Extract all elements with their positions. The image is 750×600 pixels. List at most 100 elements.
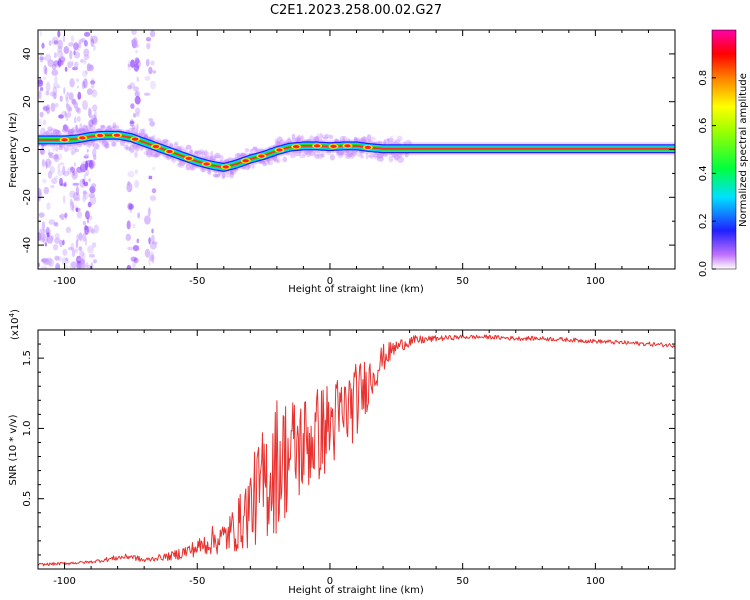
noise-blob (75, 185, 80, 196)
ridge-peak-core (96, 133, 104, 138)
halo-dot (299, 154, 306, 159)
halo-dot (100, 125, 106, 129)
noise-blob (51, 36, 59, 46)
noise-blob (57, 39, 63, 50)
noise-blob (90, 183, 97, 188)
noise-blob (62, 195, 66, 204)
noise-blob (83, 78, 88, 89)
y-tick-label: 40 (22, 48, 33, 61)
halo-dot (309, 135, 314, 142)
noise-blob (44, 242, 48, 247)
halo-dot (389, 135, 393, 141)
colorbar-gradient (712, 30, 736, 269)
halo-dot (386, 137, 390, 142)
colorbar: 0.0 0.2 0.4 0.6 0.8 Normalized spectral ampl… (698, 29, 749, 277)
noise-blob (84, 237, 88, 247)
noise-blob (67, 167, 72, 175)
noise-blob (134, 151, 138, 158)
halo-dot (133, 143, 140, 150)
halo-dot (230, 170, 234, 175)
halo-dot (119, 139, 126, 146)
halo-dot (240, 152, 245, 158)
halo-dot (67, 131, 72, 137)
spectrogram-panel: -100 -50 0 50 100 -40 -20 0 20 40 Height of strai… (8, 29, 676, 295)
noise-blob (129, 121, 135, 124)
halo-dot (294, 150, 302, 157)
y-tick-label: 1.5 (22, 350, 33, 366)
halo-dot (130, 127, 138, 133)
noise-blob (86, 88, 93, 96)
halo-dot (100, 124, 105, 128)
halo-dot (247, 164, 252, 169)
noise-blob (80, 164, 84, 174)
noise-blob (63, 170, 70, 177)
ridge-peak-core (330, 144, 337, 148)
noise-blob (131, 39, 135, 43)
halo-dot (393, 139, 398, 144)
halo-dot (236, 152, 241, 159)
halo-dot (234, 153, 241, 158)
halo-dot (207, 169, 212, 176)
noise-blob (88, 119, 94, 128)
noise-blob (65, 226, 71, 233)
halo-dot (52, 129, 60, 135)
noise-blob (74, 148, 80, 153)
halo-dot (291, 133, 296, 140)
noise-blob (52, 244, 59, 251)
noise-blob (42, 76, 47, 81)
halo-dot (309, 151, 316, 157)
halo-dot (89, 125, 96, 131)
noise-blob (70, 35, 75, 43)
noise-blob (133, 63, 140, 72)
halo-dot (373, 152, 380, 158)
noise-blob (59, 214, 62, 218)
noise-blob (149, 195, 157, 201)
halo-dot (317, 153, 323, 160)
noise-blob (148, 118, 154, 122)
halo-dot (394, 155, 401, 160)
svg-text:(x104): (x104) (8, 309, 21, 340)
halo-dot (143, 150, 149, 156)
halo-dot (125, 142, 129, 149)
noise-blob (51, 69, 59, 76)
halo-dot (388, 155, 394, 163)
noise-blob (130, 59, 135, 68)
noise-blob (63, 87, 66, 95)
noise-blob (53, 82, 59, 89)
noise-blob (71, 249, 76, 258)
noise-blob (69, 198, 73, 206)
y-tick-label: 20 (22, 95, 33, 108)
noise-blob (56, 170, 64, 177)
noise-blob (59, 162, 65, 166)
noise-blob (71, 170, 78, 180)
noise-blob (144, 215, 151, 225)
halo-dot (377, 156, 384, 162)
noise-blob (74, 61, 79, 69)
noise-blob (150, 251, 154, 261)
halo-dot (351, 151, 357, 156)
noise-blob (68, 106, 73, 112)
noise-blob (151, 253, 155, 264)
noise-blob (64, 264, 68, 269)
noise-blob (81, 70, 88, 78)
ridge-peak-core (166, 149, 173, 154)
noise-blob (134, 57, 140, 65)
noise-blob (72, 192, 80, 201)
noise-blob (85, 169, 90, 176)
noise-blob (54, 102, 59, 108)
noise-blob (83, 155, 89, 159)
halo-dot (230, 169, 235, 175)
halo-dot (291, 137, 299, 142)
noise-blob (132, 261, 136, 268)
halo-dot (111, 141, 117, 147)
x-tick-label: 100 (586, 576, 605, 587)
halo-dot (377, 152, 384, 158)
noise-blob (84, 70, 89, 75)
halo-dot (244, 148, 250, 153)
halo-dot (170, 156, 175, 161)
noise-blob (146, 42, 151, 50)
noise-blob (48, 160, 52, 165)
noise-blob (136, 238, 140, 244)
noise-blob (132, 245, 140, 252)
noise-blob (136, 76, 140, 82)
